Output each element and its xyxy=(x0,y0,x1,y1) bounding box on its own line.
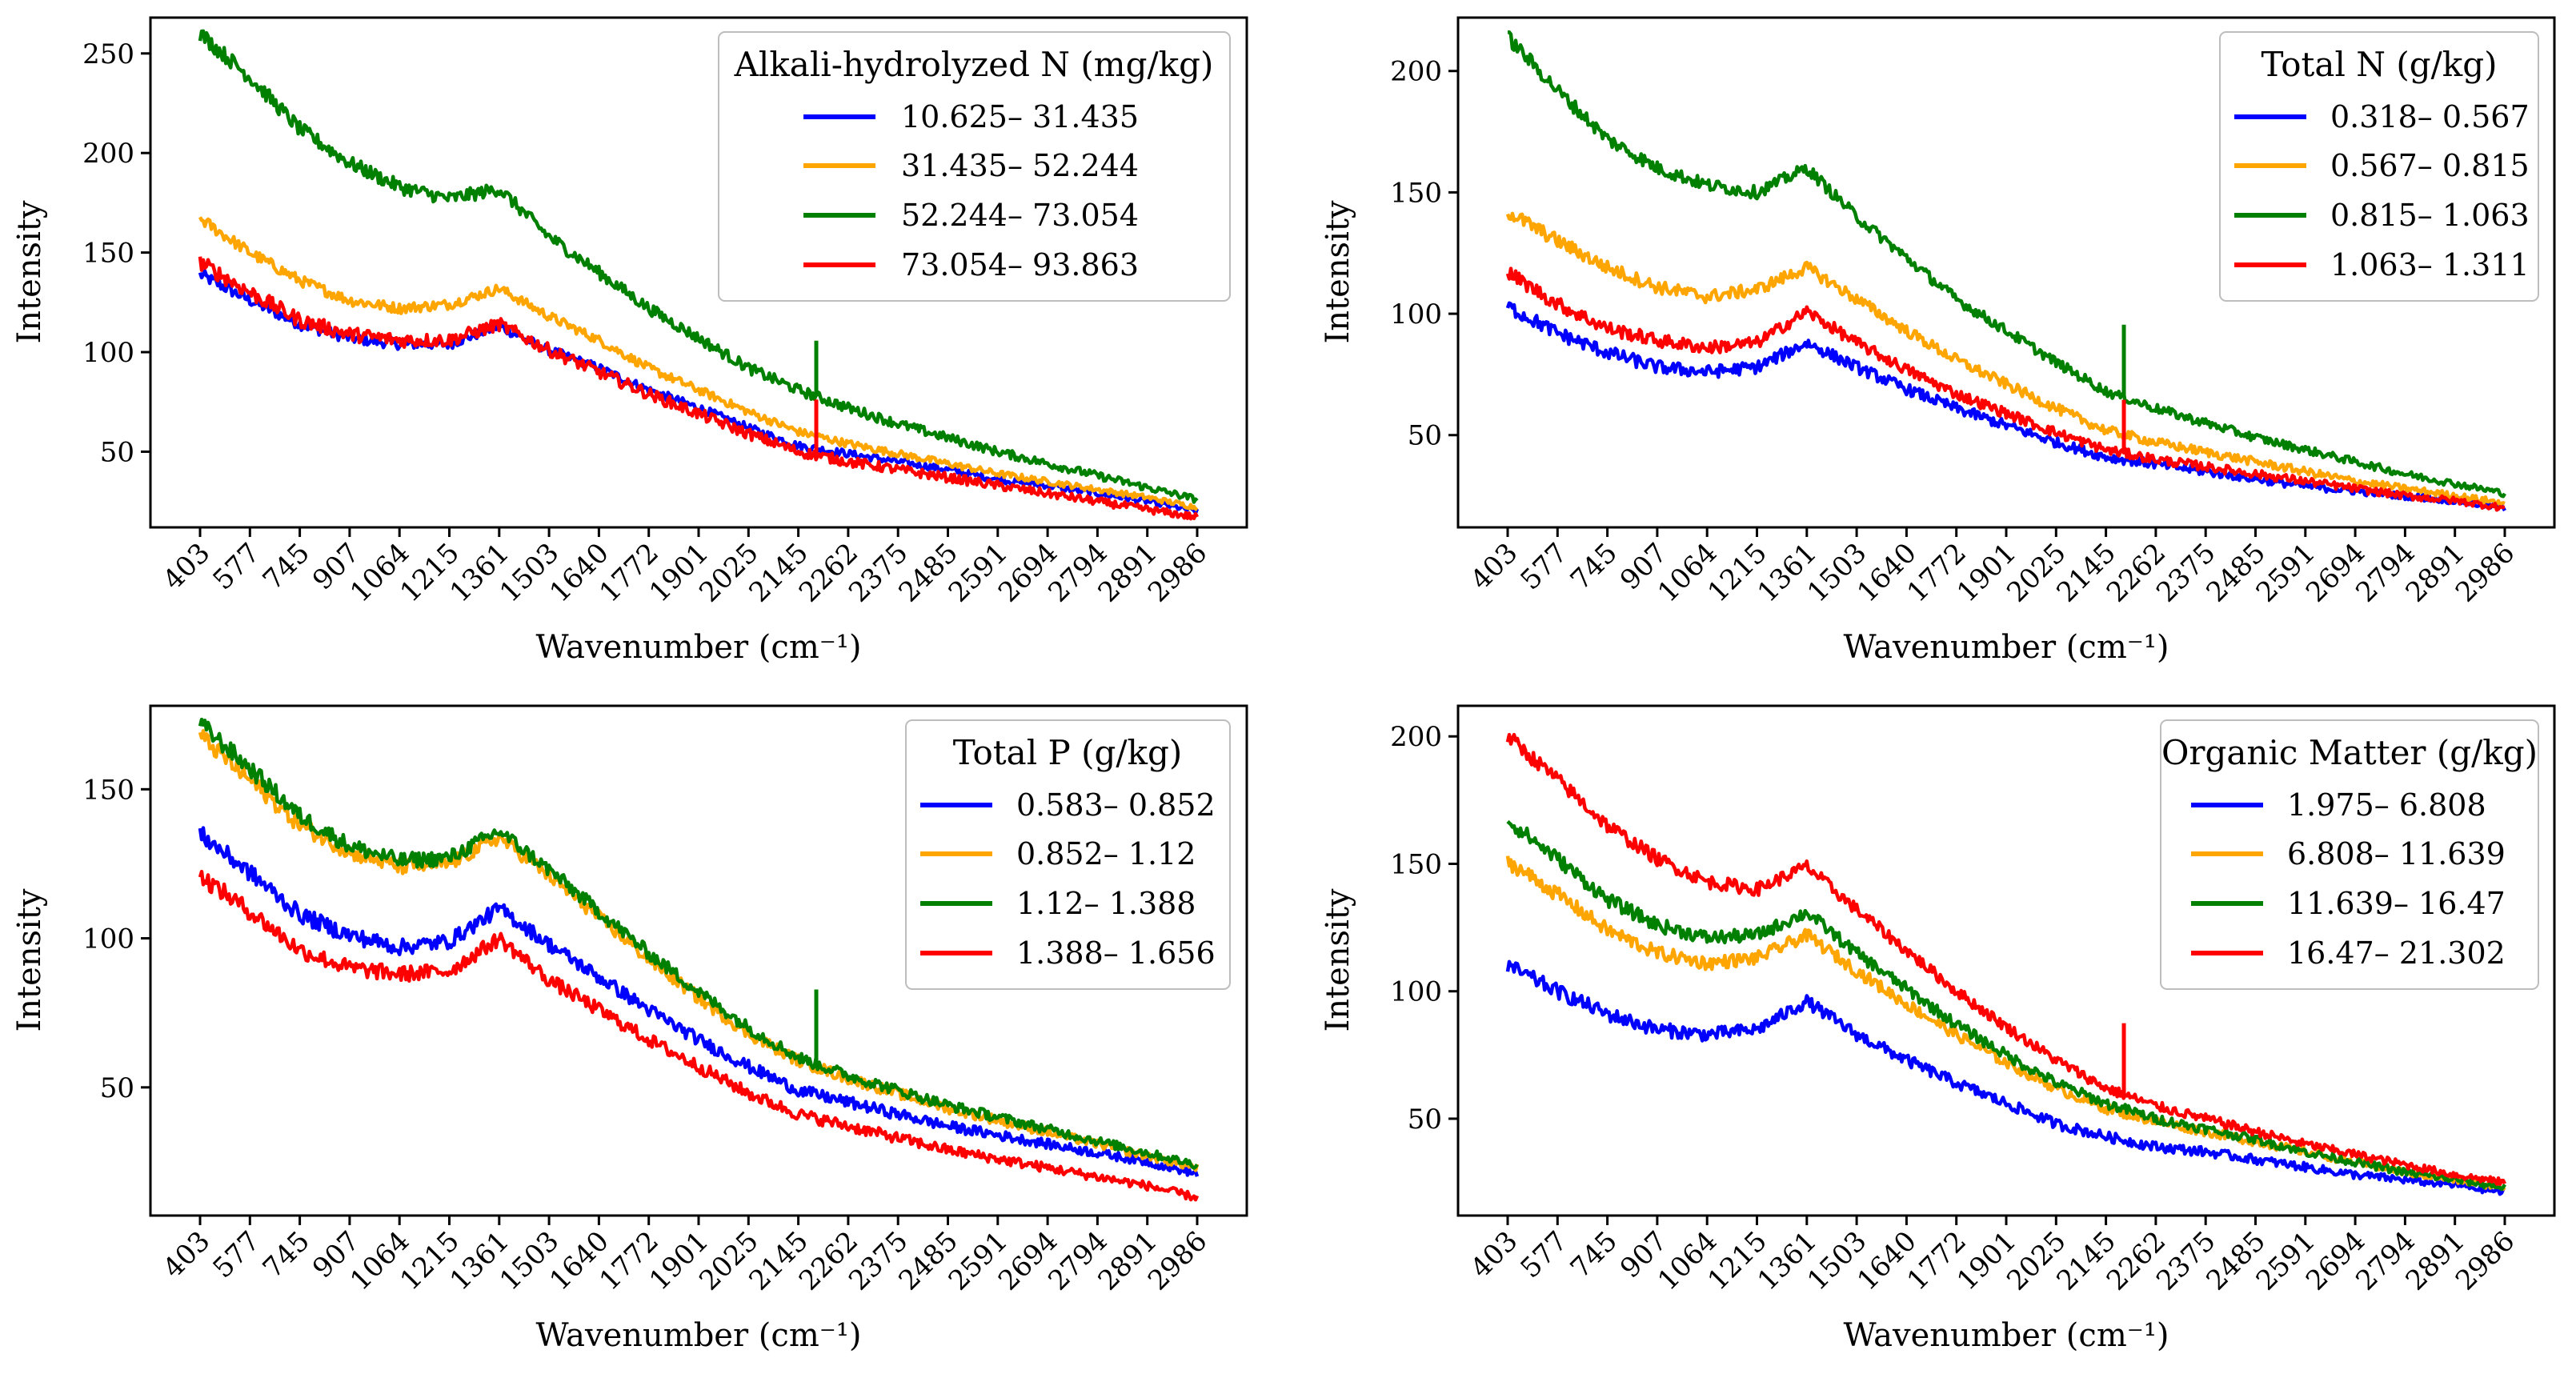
x-tick-label: 403 xyxy=(157,537,216,596)
y-tick-label: 150 xyxy=(82,238,134,270)
legend-title: Alkali-hydrolyzed N (mg/kg) xyxy=(734,45,1214,84)
x-axis-label: Wavenumber (cm⁻¹) xyxy=(535,629,861,666)
traces xyxy=(1505,732,2507,1196)
x-tick-label: 403 xyxy=(1464,537,1524,596)
x-axis-label: Wavenumber (cm⁻¹) xyxy=(535,1317,861,1354)
y-tick-label: 150 xyxy=(1390,177,1442,209)
legend: Total P (g/kg) 0.583– 0.852 0.852– 1.12 … xyxy=(905,719,1231,990)
x-axis-label: Wavenumber (cm⁻¹) xyxy=(1843,1317,2169,1354)
series-line-0 xyxy=(198,826,1200,1177)
x-ticks: 4035777459071064121513611503164017721901… xyxy=(157,1216,1213,1297)
x-tick-label: 745 xyxy=(257,1225,316,1284)
legend: Total N (g/kg) 0.318– 0.567 0.567– 0.815… xyxy=(2219,31,2539,302)
x-tick-label: 577 xyxy=(1514,1225,1573,1284)
legend-box xyxy=(718,31,1231,302)
series-line-3 xyxy=(198,869,1200,1202)
series-line-1 xyxy=(198,216,1199,512)
series-line-2 xyxy=(1507,30,2506,499)
y-ticks: 50 100 150 200 xyxy=(1390,721,1458,1136)
traces xyxy=(198,717,1200,1202)
y-tick-label: 250 xyxy=(82,38,134,70)
traces xyxy=(1505,30,2506,512)
x-tick-label: 577 xyxy=(1514,537,1573,596)
legend-entry-2: 0.815– 1.063 xyxy=(2330,198,2530,233)
y-ticks: 50 100 150 200 250 xyxy=(82,38,150,468)
y-axis-label: Intensity xyxy=(11,888,48,1032)
y-tick-label: 100 xyxy=(1390,976,1442,1008)
series-line-0 xyxy=(1505,959,2506,1196)
legend: Organic Matter (g/kg) 1.975– 6.808 6.808… xyxy=(2160,719,2539,990)
legend-entry-1: 31.435– 52.244 xyxy=(901,148,1139,183)
legend-entry-3: 16.47– 21.302 xyxy=(2287,935,2506,971)
legend-entry-2: 1.12– 1.388 xyxy=(1016,886,1196,921)
panel-total-n: 50 100 150 200 4035777459071064121513611503… xyxy=(1320,16,2556,666)
legend-title: Organic Matter (g/kg) xyxy=(2161,733,2538,772)
x-tick-label: 2986 xyxy=(1142,1225,1213,1296)
x-tick-label: 577 xyxy=(206,537,266,596)
legend-entry-1: 0.852– 1.12 xyxy=(1016,836,1196,871)
x-tick-label: 577 xyxy=(206,1225,266,1284)
y-tick-label: 200 xyxy=(1390,56,1442,88)
series-line-2 xyxy=(1506,819,2506,1192)
series-line-3 xyxy=(1505,266,2506,512)
legend-box xyxy=(2160,719,2539,990)
traces xyxy=(198,29,1200,521)
x-axis-label: Wavenumber (cm⁻¹) xyxy=(1843,629,2169,666)
y-tick-label: 150 xyxy=(82,774,134,806)
legend-entry-2: 52.244– 73.054 xyxy=(901,198,1139,233)
legend-box xyxy=(2219,31,2539,302)
y-axis-label: Intensity xyxy=(11,200,48,343)
legend-entry-3: 1.388– 1.656 xyxy=(1016,935,1216,971)
legend-entry-1: 6.808– 11.639 xyxy=(2287,836,2506,871)
x-tick-label: 2986 xyxy=(2450,1225,2521,1296)
series-line-1 xyxy=(1505,211,2506,507)
panel-total-p: 50 100 150 4035777459071064121513611503164… xyxy=(11,704,1248,1354)
y-tick-label: 100 xyxy=(82,923,134,955)
x-tick-label: 2986 xyxy=(2450,537,2521,608)
panel-alkali-n: 50 100 150 200 250 4035777459071064121513611… xyxy=(11,16,1248,666)
y-ticks: 50 100 150 200 xyxy=(1390,56,1458,452)
y-tick-label: 200 xyxy=(1390,721,1442,753)
y-tick-label: 100 xyxy=(1390,298,1442,330)
series-line-2 xyxy=(198,29,1199,504)
y-axis-label: Intensity xyxy=(1320,888,1356,1032)
x-tick-label: 403 xyxy=(157,1225,216,1284)
legend-entry-0: 1.975– 6.808 xyxy=(2287,787,2486,823)
legend-title: Total P (g/kg) xyxy=(953,733,1183,772)
x-tick-label: 2986 xyxy=(1142,537,1213,608)
legend-entry-3: 1.063– 1.311 xyxy=(2330,247,2530,282)
y-axis-label: Intensity xyxy=(1320,200,1356,343)
legend: Alkali-hydrolyzed N (mg/kg) 10.625– 31.4… xyxy=(718,31,1231,302)
y-tick-label: 150 xyxy=(1390,848,1442,880)
y-tick-label: 50 xyxy=(100,436,134,468)
x-ticks: 4035777459071064121513611503164017721901… xyxy=(157,527,1213,609)
x-tick-label: 745 xyxy=(257,537,316,596)
series-line-0 xyxy=(1505,301,2506,512)
legend-entry-0: 0.318– 0.567 xyxy=(2330,99,2530,134)
legend-box xyxy=(905,719,1231,990)
y-tick-label: 200 xyxy=(82,138,134,170)
series-line-3 xyxy=(1505,732,2507,1187)
x-ticks: 4035777459071064121513611503164017721901… xyxy=(1464,1216,2521,1297)
legend-entry-2: 11.639– 16.47 xyxy=(2287,886,2506,921)
legend-entry-0: 0.583– 0.852 xyxy=(1016,787,1216,823)
panel-organic-matter: 50 100 150 200 4035777459071064121513611503… xyxy=(1320,704,2556,1354)
y-ticks: 50 100 150 xyxy=(82,774,150,1104)
legend-entry-0: 10.625– 31.435 xyxy=(901,99,1139,134)
series-line-2 xyxy=(198,717,1199,1170)
x-tick-label: 745 xyxy=(1564,1225,1624,1284)
legend-entry-1: 0.567– 0.815 xyxy=(2330,148,2530,183)
legend-title: Total N (g/kg) xyxy=(2262,45,2498,84)
y-tick-label: 100 xyxy=(82,337,134,369)
x-tick-label: 403 xyxy=(1464,1225,1524,1284)
series-line-3 xyxy=(198,256,1200,521)
legend-entry-3: 73.054– 93.863 xyxy=(901,247,1139,282)
y-tick-label: 50 xyxy=(100,1072,134,1104)
y-tick-label: 50 xyxy=(1408,420,1442,452)
x-tick-label: 745 xyxy=(1564,537,1624,596)
y-tick-label: 50 xyxy=(1408,1104,1442,1136)
x-ticks: 4035777459071064121513611503164017721901… xyxy=(1464,527,2521,609)
